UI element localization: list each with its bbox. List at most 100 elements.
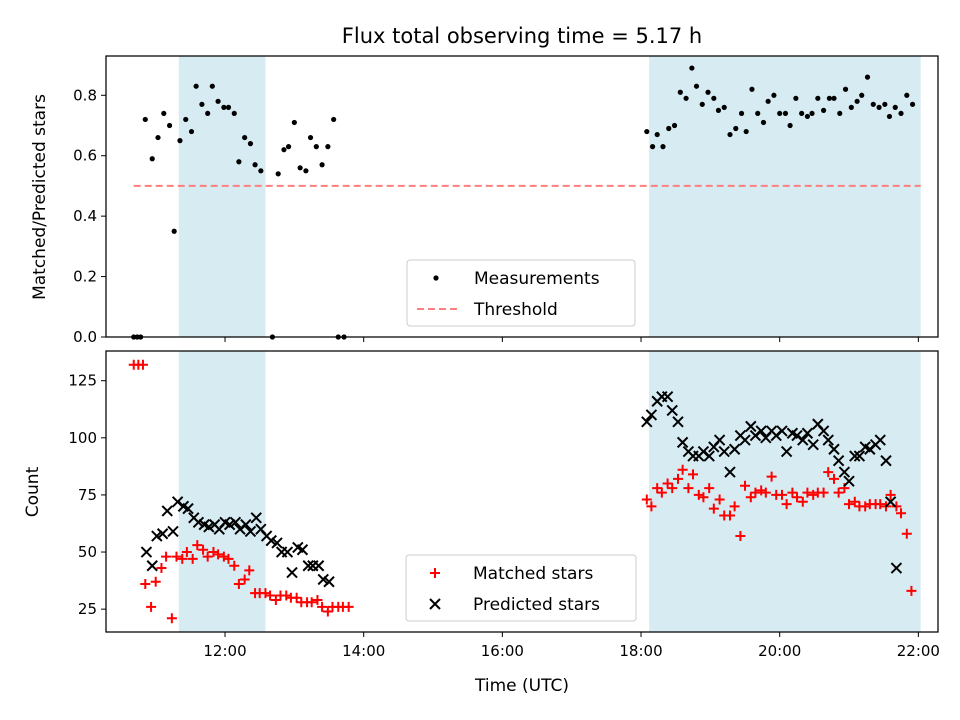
- matched-stars-point: [683, 483, 694, 494]
- legend-box: [405, 554, 637, 622]
- matched-stars-point: [260, 588, 271, 599]
- measurements-point: [183, 116, 189, 123]
- chart-title: Flux total observing time = 5.17 h: [342, 24, 702, 48]
- matched-stars-point: [849, 496, 860, 507]
- matched-stars-point: [714, 494, 725, 505]
- measurements-point: [313, 144, 319, 150]
- x-tick-label: 18:00: [619, 642, 662, 660]
- measurements-point: [149, 156, 155, 162]
- predicted-stars-point: [780, 445, 793, 458]
- matched-stars-point: [312, 595, 323, 606]
- measurements-point: [848, 104, 854, 110]
- y-tick-label: 0.4: [73, 207, 97, 225]
- measurements-point: [854, 98, 860, 104]
- matched-stars-point: [750, 487, 761, 498]
- x-tick-label: 20:00: [758, 642, 801, 660]
- matched-stars-point: [229, 560, 240, 571]
- matched-stars-point: [735, 531, 746, 542]
- measurements-point: [904, 92, 910, 98]
- measurements-point: [231, 110, 237, 117]
- measurements-point: [247, 141, 254, 147]
- matched-stars-point: [725, 510, 735, 521]
- measurements-point: [683, 95, 689, 101]
- matched-stars-point: [688, 469, 699, 480]
- predicted-stars-point: [156, 528, 169, 540]
- measurements-point: [281, 147, 287, 153]
- matched-stars-point: [187, 553, 198, 564]
- predicted-stars-point: [666, 404, 678, 417]
- matched-stars-point: [233, 579, 244, 590]
- predicted-stars-point: [271, 537, 283, 549]
- measurements-point: [892, 104, 898, 110]
- measurements-point: [793, 95, 799, 101]
- measurements-point: [821, 107, 827, 113]
- matched-stars-point: [198, 544, 209, 555]
- measurements-point: [649, 144, 656, 150]
- legend-box: [406, 259, 636, 327]
- bottom-y-ticks: 25 50 75 100 125: [68, 372, 106, 618]
- y-tick-label: 50: [78, 543, 97, 561]
- measurements-point: [721, 104, 727, 110]
- predicted-stars-point: [240, 518, 252, 531]
- measurements-point: [733, 125, 739, 132]
- predicted-stars-point: [182, 502, 194, 515]
- measurements-point: [777, 110, 783, 117]
- matched-stars-point: [808, 489, 819, 500]
- predicted-stars-point: [713, 434, 726, 446]
- measurements-point: [771, 92, 777, 98]
- measurements-point: [831, 95, 837, 101]
- predicted-stars-point: [641, 416, 653, 428]
- predicted-stars-point: [167, 525, 179, 538]
- measurements-point: [799, 110, 805, 117]
- matched-stars-point: [829, 473, 839, 484]
- predicted-stars-point: [832, 454, 845, 467]
- matched-stars-point: [698, 492, 709, 503]
- measurements-point: [291, 119, 297, 126]
- matched-stars-point: [885, 489, 896, 500]
- predicted-stars-point: [755, 425, 767, 437]
- matched-stars-point: [161, 551, 172, 562]
- predicted-stars-point: [739, 434, 751, 446]
- measurements-point: [886, 113, 893, 120]
- predicted-stars-point: [817, 425, 830, 437]
- matched-stars-point: [756, 485, 767, 496]
- matched-stars-point: [140, 579, 151, 590]
- matched-stars-point: [766, 471, 777, 482]
- measurements-point: [677, 89, 683, 95]
- matched-stars-point: [322, 606, 333, 617]
- matched-stars-point: [244, 565, 255, 576]
- top-y-ticks: 0.0 0.2 0.4 0.6 0.8: [73, 86, 106, 346]
- measurements-point: [715, 107, 722, 113]
- measurements-point: [909, 101, 916, 107]
- predicted-stars-point: [302, 560, 314, 572]
- predicted-stars-point: [312, 560, 325, 572]
- matched-stars-point: [787, 487, 798, 498]
- measurements-point: [864, 74, 871, 80]
- matched-stars-point: [265, 590, 276, 601]
- measurements-point: [787, 122, 793, 129]
- bottom-axes-frame: [105, 350, 939, 633]
- matched-stars-point: [239, 574, 250, 585]
- bottom-legend: Matched stars Predicted stars: [405, 554, 637, 622]
- measurements-point: [297, 165, 303, 171]
- measurements-point: [331, 116, 337, 123]
- predicted-stars-point: [250, 512, 262, 524]
- matched-stars-point: [875, 499, 886, 510]
- matched-stars-point: [844, 499, 855, 510]
- predicted-stars-point: [661, 390, 674, 403]
- matched-stars-point: [891, 501, 902, 512]
- x-axis-label: Time (UTC): [474, 676, 569, 696]
- matched-stars-point: [906, 585, 917, 596]
- measurements-point: [319, 162, 325, 168]
- matched-stars-point: [896, 508, 907, 519]
- predicted-stars-point: [645, 409, 658, 421]
- predicted-stars-point: [323, 576, 335, 588]
- measurements-point: [809, 110, 815, 117]
- legend-label-matched-stars: Matched stars: [473, 564, 593, 584]
- x-tick-label: 14:00: [342, 642, 385, 660]
- matched-stars-point: [745, 492, 756, 503]
- matched-stars-point: [343, 601, 354, 612]
- measurements-point: [275, 171, 281, 177]
- matched-stars-point: [656, 487, 667, 498]
- matched-stars-point: [208, 547, 219, 558]
